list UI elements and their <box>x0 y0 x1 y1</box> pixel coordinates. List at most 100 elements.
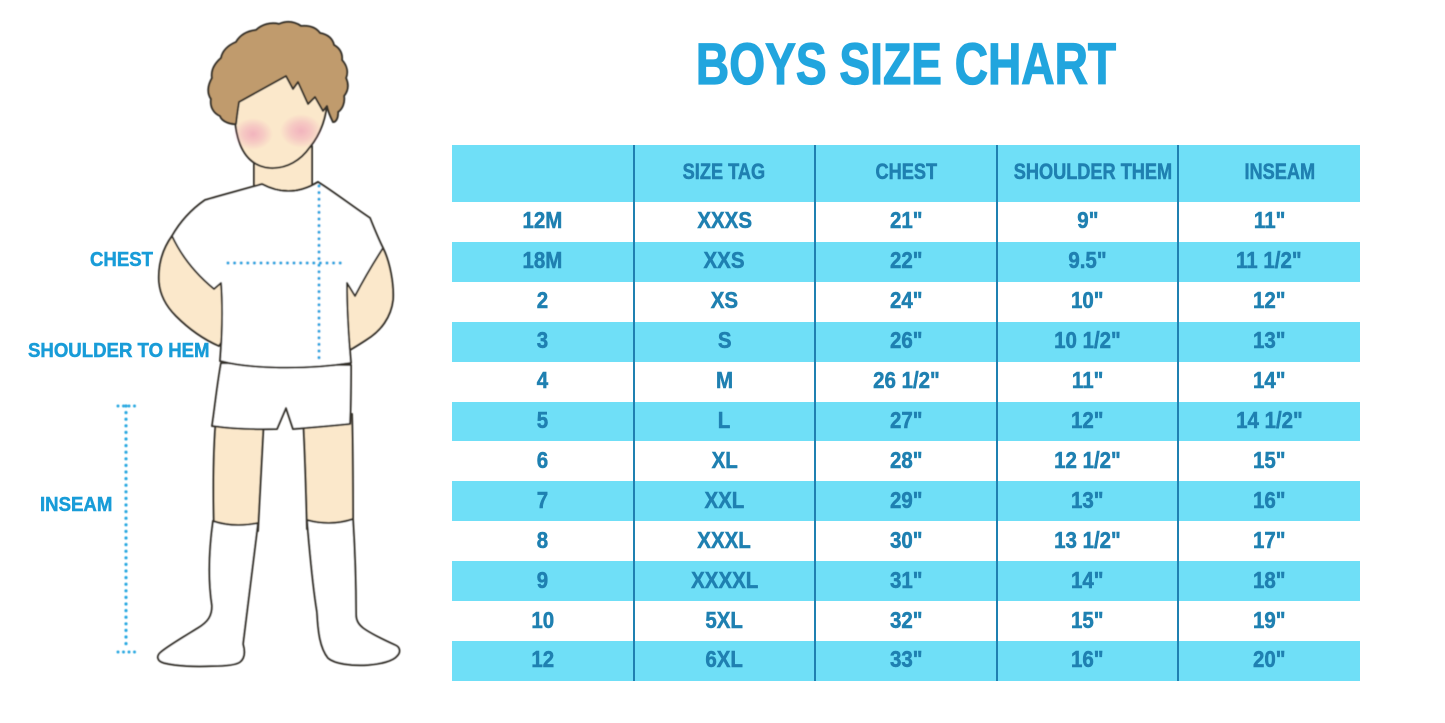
table-row-7: 7 XXL 29" 13" 16" <box>452 481 1360 522</box>
cell-size-tag-text: XXXXL <box>690 566 759 593</box>
cell-shoulder-them-text: 10" <box>1071 287 1104 314</box>
cell-size-tag-text: 5XL <box>705 606 744 633</box>
cell-size-tag-text: 6XL <box>705 646 744 673</box>
cell-inseam: 16" <box>1178 481 1360 521</box>
cell-chest: 26" <box>815 322 997 362</box>
header-cell-size-tag-text: SIZE TAG <box>683 158 766 184</box>
cell-size-tag: XS <box>634 282 816 322</box>
boy-figure-illustration <box>116 21 401 668</box>
cell-chest-text: 26" <box>889 327 923 354</box>
table-row-6: 6 XL 28" 12 1/2" 15" <box>452 441 1360 482</box>
figure-hair <box>207 21 349 126</box>
cell-chest: 24" <box>815 282 997 322</box>
cell-size-tag-text: XXL <box>704 486 745 514</box>
cell-size: 12 <box>452 641 634 681</box>
cell-chest-text: 30" <box>889 526 923 553</box>
cell-shoulder-them: 12 1/2" <box>997 441 1179 481</box>
cell-size-text: 7 <box>537 486 549 514</box>
cell-size: 9 <box>452 561 634 601</box>
cell-inseam-text: 17" <box>1252 526 1286 553</box>
cell-size: 2 <box>452 282 634 322</box>
cell-shoulder-them-text: 12 1/2" <box>1054 446 1121 474</box>
cell-inseam-text: 16" <box>1252 486 1286 514</box>
cell-inseam-text: 11" <box>1253 207 1285 234</box>
cell-inseam: 18" <box>1178 561 1360 601</box>
cell-shoulder-them-text: 9.5" <box>1068 247 1107 274</box>
column-divider-1 <box>632 145 635 681</box>
cell-size-tag-text: L <box>718 406 731 434</box>
figure-right-leg <box>302 413 354 530</box>
cell-inseam: 14" <box>1178 362 1360 402</box>
header-cell-size <box>452 145 634 202</box>
cell-size-text: 9 <box>537 566 549 593</box>
cell-chest: 33" <box>815 641 997 681</box>
column-divider-2 <box>814 145 817 681</box>
cell-size-text: 5 <box>537 406 549 434</box>
cell-size-text: 3 <box>537 327 549 354</box>
cell-shoulder-them: 13 1/2" <box>997 521 1179 561</box>
cell-size-tag: XL <box>634 441 816 481</box>
cell-shoulder-them: 9.5" <box>997 242 1179 282</box>
cell-shoulder-them-text: 11" <box>1071 367 1104 394</box>
table-row-12m: 12M XXXS 21" 9" 11" <box>452 202 1360 242</box>
cell-chest: 28" <box>815 441 997 481</box>
cell-shoulder-them-text: 15" <box>1071 606 1104 633</box>
cell-inseam: 14 1/2" <box>1178 402 1360 442</box>
cell-chest-text: 33" <box>889 646 923 673</box>
cell-shoulder-them-text: 13 1/2" <box>1054 526 1121 553</box>
cell-chest: 32" <box>815 601 997 641</box>
column-divider-4 <box>1177 145 1180 681</box>
cell-shoulder-them: 13" <box>997 481 1179 521</box>
cell-chest-text: 22" <box>889 247 923 274</box>
figure-left-sock <box>156 520 259 668</box>
cell-size-tag: S <box>634 322 816 362</box>
cell-size: 5 <box>452 402 634 442</box>
cell-chest-text: 32" <box>889 606 923 633</box>
figure-left-leg <box>212 415 265 532</box>
cell-inseam-text: 12" <box>1252 287 1286 314</box>
cell-size-tag-text: S <box>717 327 732 354</box>
cell-size-tag: XXS <box>634 242 816 282</box>
table-row-4: 4 M 26 1/2" 11" 14" <box>452 361 1360 402</box>
cell-inseam: 11" <box>1178 202 1360 242</box>
table-row-8: 8 XXXL 30" 13 1/2" 17" <box>452 521 1360 562</box>
cell-chest-text: 24" <box>889 287 923 314</box>
cell-size-text: 6 <box>537 446 549 474</box>
shoulder-to-hem-label: SHOULDER TO HEM <box>28 340 210 362</box>
cell-inseam-text: 11 1/2" <box>1236 247 1302 274</box>
table-header-row: SIZE TAG CHEST SHOULDER THEM INSEAM <box>452 145 1360 202</box>
cell-size-tag: XXL <box>634 481 816 521</box>
cell-shoulder-them-text: 13" <box>1071 486 1104 514</box>
cell-inseam-text: 13" <box>1252 327 1286 354</box>
chest-label: CHEST <box>90 249 154 271</box>
cell-shoulder-them: 15" <box>997 601 1179 641</box>
cell-size-text: 18M <box>522 247 563 274</box>
cell-shoulder-them-text: 12" <box>1071 406 1104 434</box>
cell-size: 18M <box>452 242 634 282</box>
cell-chest: 21" <box>815 202 997 242</box>
inseam-label: INSEAM <box>40 494 113 516</box>
cell-size-tag-text: XXS <box>703 247 745 274</box>
cell-chest-text: 27" <box>889 406 923 434</box>
cell-shoulder-them: 10" <box>997 282 1179 322</box>
table-row-9: 9 XXXXL 31" 14" 18" <box>452 561 1360 602</box>
cell-size-tag-text: XXXS <box>697 207 752 234</box>
cell-chest: 30" <box>815 521 997 561</box>
cell-size: 6 <box>452 441 634 481</box>
cell-size-tag: M <box>634 362 816 402</box>
figure-tshirt <box>171 181 384 369</box>
cell-shoulder-them-text: 9" <box>1077 207 1099 234</box>
header-cell-chest-text: CHEST <box>875 158 937 184</box>
cell-size-tag-text: XXXL <box>697 526 752 553</box>
header-cell-shoulder-them: SHOULDER THEM <box>997 145 1189 202</box>
cell-size: 4 <box>452 362 634 402</box>
cell-size-tag-text: XS <box>710 287 739 314</box>
cell-inseam-text: 18" <box>1252 566 1286 593</box>
cell-size-text: 4 <box>537 367 549 394</box>
table-row-3: 3 S 26" 10 1/2" 13" <box>452 321 1360 362</box>
header-cell-inseam-text: INSEAM <box>1244 158 1315 184</box>
cell-size: 7 <box>452 481 634 521</box>
cell-chest-text: 26 1/2" <box>872 367 940 394</box>
cell-inseam: 12" <box>1178 282 1360 322</box>
page-title: BOYS SIZE CHART <box>695 31 1117 97</box>
